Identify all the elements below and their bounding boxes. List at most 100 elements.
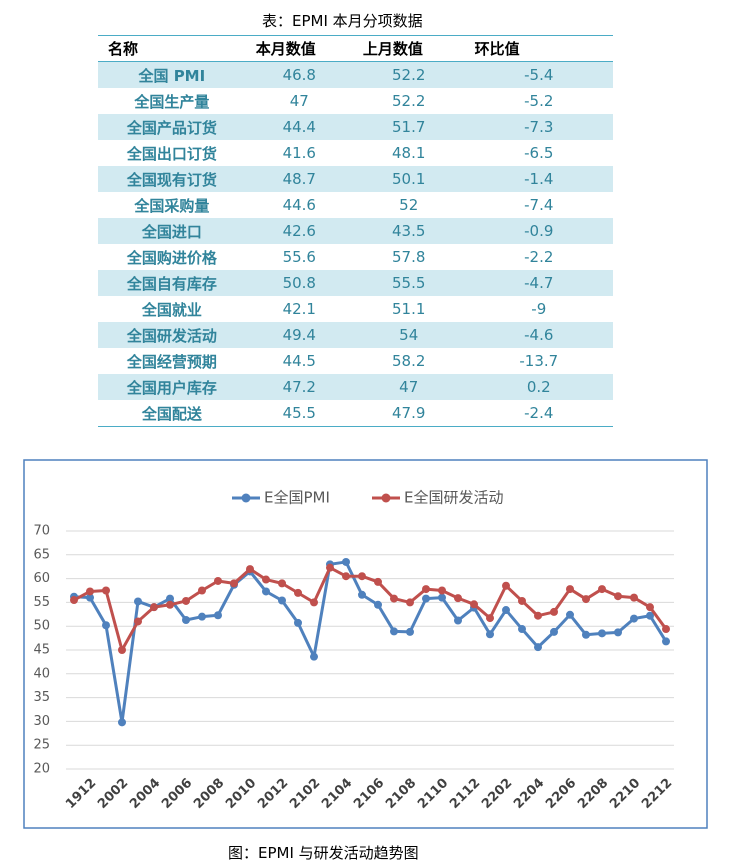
point xyxy=(486,630,494,639)
point xyxy=(310,598,318,607)
point xyxy=(614,592,622,601)
figure-caption: 图：EPMI 与研发活动趋势图 xyxy=(228,844,419,862)
table-cell: 41.6 xyxy=(282,144,316,162)
table-cell: 全国就业 xyxy=(141,300,202,319)
point xyxy=(534,643,542,652)
point xyxy=(438,593,446,602)
point xyxy=(70,596,78,605)
point xyxy=(582,595,590,604)
point xyxy=(230,579,238,588)
x-tick-label: 2006 xyxy=(159,776,195,812)
table-cell: -2.2 xyxy=(524,248,554,266)
legend-label: E全国研发活动 xyxy=(404,489,503,507)
table-cell: 50.1 xyxy=(352,166,465,192)
point xyxy=(454,594,462,603)
table-cell: -0.9 xyxy=(464,218,613,244)
table-cell: -2.4 xyxy=(464,400,613,427)
table-cell: 全国研发活动 xyxy=(98,322,246,348)
table-cell: 全国经营预期 xyxy=(126,352,217,371)
y-tick-label: 65 xyxy=(33,547,50,562)
legend-marker xyxy=(241,493,251,503)
point xyxy=(358,572,366,581)
x-tick-label: 2202 xyxy=(479,776,515,812)
table-cell: -5.4 xyxy=(464,61,613,88)
point xyxy=(646,611,654,620)
point xyxy=(198,612,206,621)
point xyxy=(374,577,382,586)
x-tick-label: 1912 xyxy=(63,776,99,812)
point xyxy=(86,593,94,602)
point xyxy=(102,621,110,630)
y-tick-label: 30 xyxy=(33,714,50,729)
x-tick-label: 2206 xyxy=(543,776,579,812)
point xyxy=(582,630,590,639)
point xyxy=(326,563,334,572)
table-cell: 45.5 xyxy=(245,400,353,427)
point xyxy=(150,603,158,612)
table-cell: 全国现有订货 xyxy=(98,166,246,192)
point xyxy=(566,585,574,594)
point xyxy=(294,588,302,597)
point xyxy=(262,587,270,596)
table-cell: 全国用户库存 xyxy=(98,374,246,400)
table-cell: 全国进口 xyxy=(98,218,246,244)
y-tick-label: 20 xyxy=(33,762,50,777)
table-cell: 42.6 xyxy=(245,218,353,244)
y-tick-label: 55 xyxy=(33,595,50,610)
point xyxy=(198,586,206,595)
table-row: 全国经营预期 44.5 58.2 -13.7 xyxy=(98,348,613,374)
table-row: 全国就业 42.1 51.1 -9 xyxy=(98,296,613,322)
point xyxy=(182,616,190,625)
x-tick-label: 2008 xyxy=(191,776,227,812)
point xyxy=(294,618,302,627)
x-tick-label: 2102 xyxy=(287,776,323,812)
point xyxy=(342,557,350,566)
table-cell: 46.8 xyxy=(245,61,353,88)
table-cell: 42.1 xyxy=(282,300,316,318)
point xyxy=(390,594,398,603)
series-line xyxy=(73,560,668,724)
point xyxy=(310,652,318,661)
table-cell: 54 xyxy=(352,322,465,348)
table-cell: 47 xyxy=(352,374,465,400)
table-cell: 47 xyxy=(289,92,309,110)
point xyxy=(342,572,350,581)
table-cell: 全国 PMI xyxy=(98,61,246,88)
point xyxy=(166,600,174,609)
table-cell: 51.1 xyxy=(392,300,426,318)
table-row: 全国购进价格 55.6 57.8 -2.2 xyxy=(98,244,613,270)
chart-frame xyxy=(23,459,708,829)
point xyxy=(278,596,286,605)
x-tick-label: 2106 xyxy=(351,776,387,812)
table-cell: 49.4 xyxy=(245,322,353,348)
table-cell: 55.5 xyxy=(352,270,465,296)
table-cell: 47.2 xyxy=(245,374,353,400)
table-cell: -1.4 xyxy=(464,166,613,192)
table-cell: 51.7 xyxy=(352,114,465,140)
x-tick-label: 2110 xyxy=(415,776,451,812)
point xyxy=(406,627,414,636)
header-cell: 上月数值 xyxy=(352,35,465,62)
table-cell: 全国自有库存 xyxy=(98,270,246,296)
point xyxy=(534,611,542,620)
point xyxy=(438,586,446,595)
y-tick-label: 45 xyxy=(33,643,50,658)
x-tick-label: 2108 xyxy=(383,776,419,812)
point xyxy=(86,587,94,596)
table-cell: -4.6 xyxy=(464,322,613,348)
x-tick-label: 2208 xyxy=(575,776,611,812)
table-cell: 0.2 xyxy=(464,374,613,400)
table-cell: 55.6 xyxy=(282,248,316,266)
table-row: 全国采购量 44.6 52 -7.4 xyxy=(98,192,613,218)
table-cell: 48.1 xyxy=(392,144,426,162)
point xyxy=(470,600,478,609)
table-cell: 全国配送 xyxy=(98,400,246,427)
table-row: 全国进口 42.6 43.5 -0.9 xyxy=(98,218,613,244)
x-tick-label: 2204 xyxy=(511,776,547,812)
point xyxy=(358,590,366,599)
table-caption: 表：EPMI 本月分项数据 xyxy=(262,12,423,30)
point xyxy=(134,617,142,626)
point xyxy=(550,627,558,636)
